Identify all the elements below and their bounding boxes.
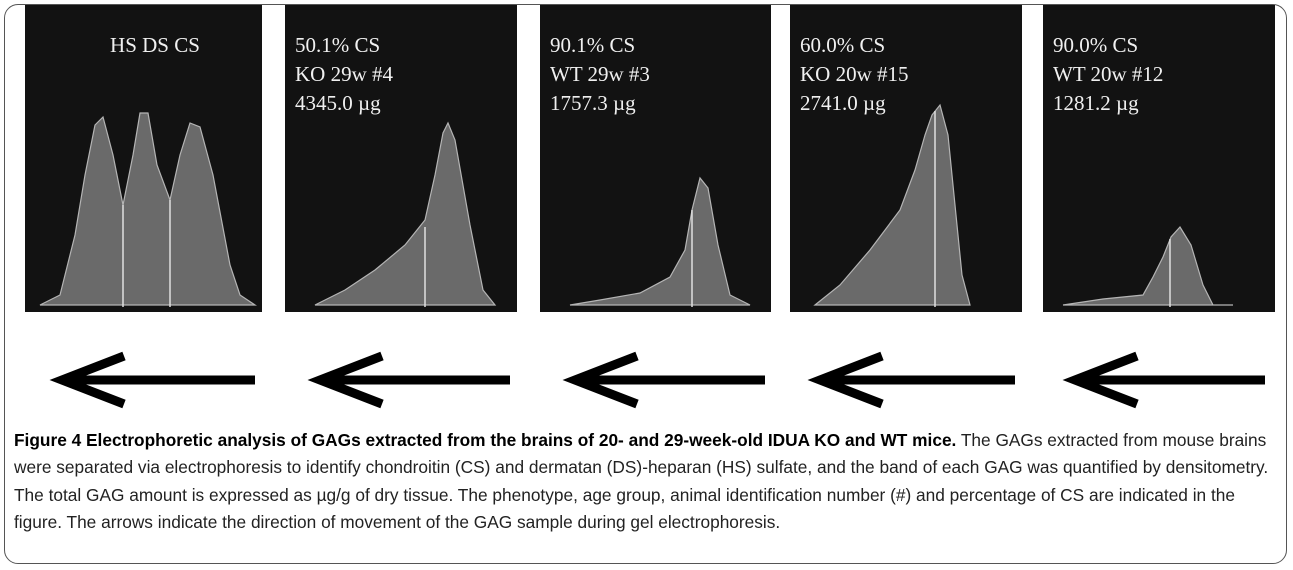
panel-label: WT 20w #12	[1053, 62, 1163, 86]
panel-label: 90.1% CS	[550, 33, 635, 57]
panel-label: 50.1% CS	[295, 33, 380, 57]
figure: HS DS CS 50.1% CS KO 29w #4 4345.0 µg 90.1% …	[0, 0, 1293, 420]
panel-label: KO 20w #15	[800, 62, 909, 86]
panel-label: 90.0% CS	[1053, 33, 1138, 57]
caption-title: Figure 4 Electrophoretic analysis of GAG…	[14, 430, 956, 450]
panel-label: 2741.0 µg	[800, 91, 886, 115]
panel-label: 1757.3 µg	[550, 91, 636, 115]
panel-label: 1281.2 µg	[1053, 91, 1139, 115]
panel-label: HS DS CS	[110, 33, 200, 57]
panel-label: 4345.0 µg	[295, 91, 381, 115]
panel-label: 60.0% CS	[800, 33, 885, 57]
panel-label: WT 29w #3	[550, 62, 650, 86]
caption: Figure 4 Electrophoretic analysis of GAG…	[14, 427, 1279, 536]
panel-label: KO 29w #4	[295, 62, 393, 86]
